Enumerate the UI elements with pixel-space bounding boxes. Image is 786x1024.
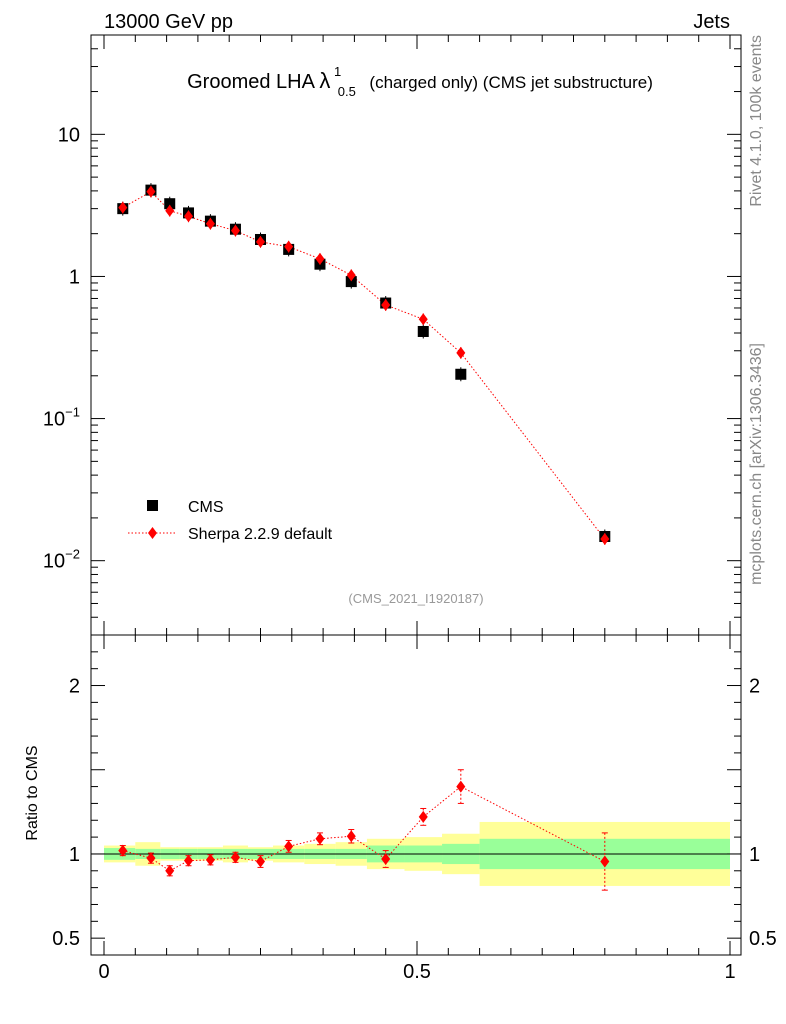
legend-marker-cms [147, 500, 158, 511]
chart-title-lambda: λ [319, 68, 330, 93]
analysis-id: (CMS_2021_I1920187) [348, 591, 483, 606]
sherpa-point [456, 346, 466, 359]
ratio-ylabel: Ratio to CMS [24, 745, 41, 840]
chart-title: Groomed LHA λ 1 0.5 (charged only) (CMS … [187, 59, 653, 101]
main-y-tick-label: 10 [58, 124, 80, 146]
sherpa-point [118, 201, 128, 214]
sherpa-ratio-point [600, 855, 610, 868]
sherpa-ratio-point [381, 853, 391, 865]
sherpa-point [184, 210, 194, 223]
ratio-y-tick-label-left: 1 [69, 844, 80, 866]
sherpa-ratio-point [165, 864, 175, 877]
sherpa-ratio-point [284, 840, 294, 853]
cms-point [455, 368, 467, 380]
sherpa-point [381, 298, 391, 311]
ratio-y-tick-label-right: 0.5 [749, 928, 777, 950]
sherpa-point [256, 235, 265, 248]
sherpa-ratio-point [315, 832, 325, 845]
ratio-y-tick-label-left: 2 [69, 676, 80, 698]
chart-title-sub: 0.5 [338, 84, 356, 99]
main-y-tick-label: 10−2 [43, 547, 80, 573]
legend-label-sherpa: Sherpa 2.2.9 default [188, 526, 333, 543]
legend: CMS Sherpa 2.2.9 default [128, 499, 333, 543]
sherpa-ratio-point [205, 853, 215, 866]
sherpa-point [315, 252, 325, 265]
sherpa-ratio-point [456, 780, 466, 793]
sherpa-point [418, 313, 428, 326]
chart-title-rest: (charged only) (CMS jet substructure) [369, 73, 652, 92]
legend-marker-sherpa [148, 527, 157, 539]
sherpa-point [346, 269, 356, 282]
chart-title-sup: 1 [334, 64, 341, 79]
cms-point [417, 325, 429, 337]
sherpa-point [205, 217, 215, 230]
side-label-bottom: mcplots.cern.ch [arXiv:1306.3436] [748, 343, 765, 585]
sherpa-ratio-point [346, 830, 356, 843]
sherpa-ratio-point [118, 844, 128, 857]
main-y-tick-label: 10−1 [43, 405, 80, 431]
x-tick-label: 0.5 [403, 961, 431, 983]
sherpa-point [284, 240, 294, 253]
ratio-y-tick-label-left: 0.5 [52, 928, 80, 950]
x-tick-label: 1 [724, 961, 735, 983]
ratio-y-tick-label-right: 1 [749, 844, 760, 866]
ratio-y-tick-label-right: 2 [749, 676, 760, 698]
sherpa-point [146, 185, 156, 198]
sherpa-point [230, 224, 240, 237]
side-label-top: Rivet 4.1.0, 100k events [748, 35, 765, 207]
sherpa-ratio-point [418, 810, 428, 823]
sherpa-ratio-point [184, 854, 194, 867]
main-panel-frame [90, 34, 742, 636]
sherpa-ratio-point [230, 851, 240, 864]
main-y-tick-label: 1 [69, 266, 80, 288]
header-left: 13000 GeV pp [104, 11, 233, 33]
legend-label-cms: CMS [188, 499, 224, 516]
cms-point [164, 198, 176, 210]
sherpa-ratio-line [122, 785, 606, 872]
sherpa-point [165, 204, 175, 217]
sherpa-ratio-point [146, 852, 156, 865]
chart-title-main: Groomed LHA [187, 71, 315, 93]
header-right: Jets [693, 11, 730, 33]
x-tick-label: 0 [98, 961, 109, 983]
sherpa-line [122, 191, 606, 540]
sherpa-point [600, 533, 610, 546]
sherpa-ratio-point [256, 855, 265, 868]
ratio-panel-frame [90, 634, 742, 956]
cms-point [345, 276, 357, 288]
